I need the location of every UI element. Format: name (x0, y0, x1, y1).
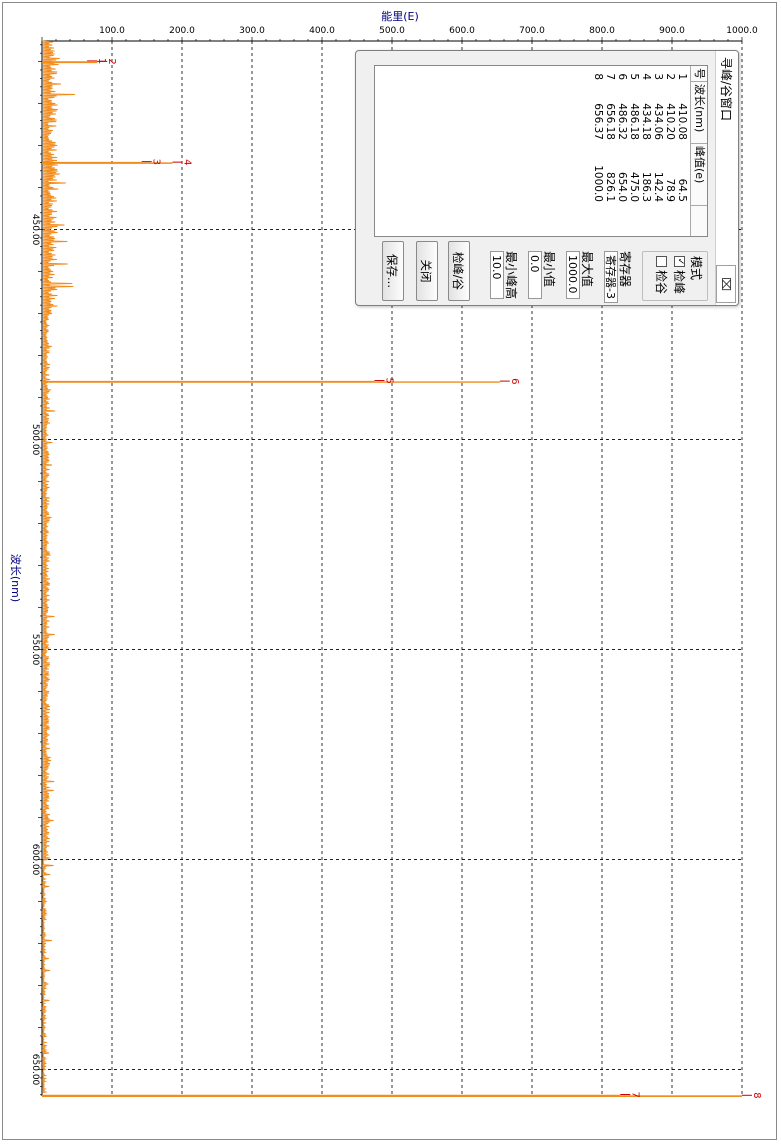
top-tick-label: 900.0 (659, 26, 685, 36)
register-select-value: 寄存器-3 (604, 255, 617, 299)
table-row[interactable]: 1 410.08 64.5 (676, 66, 688, 236)
table-cell: 486.32 (616, 103, 628, 140)
peak-option-label: 检峰 (672, 270, 686, 295)
table-cell: 7 (604, 73, 616, 80)
register-label: 寄存器 (618, 251, 632, 288)
table-cell: 1000.0 (592, 165, 604, 202)
dialog-title: 寻峰/谷窗口 (719, 57, 733, 122)
peak-marker-label: 4 (181, 159, 192, 165)
table-cell: 78.9 (664, 178, 676, 202)
table-cell: 826.1 (604, 171, 616, 202)
table-cell: 6 (616, 73, 628, 80)
table-cell: 410.08 (676, 103, 688, 140)
mode-group: 模式 ✓ 检峰 检谷 (642, 251, 708, 301)
table-row[interactable]: 2 410.20 78.9 (664, 66, 676, 236)
table-cell: 434.18 (640, 103, 652, 140)
table-cell: 486.18 (628, 103, 640, 140)
table-row[interactable]: 6 486.32 654.0 (616, 66, 628, 236)
table-cell: 142.4 (652, 171, 664, 202)
top-tick-label: 100.0 (99, 26, 125, 36)
peak-marker-label: 7 (629, 1091, 640, 1097)
table-row[interactable]: 4 434.18 186.3 (640, 66, 652, 236)
column-header-peak-value[interactable]: 峰值(e) (691, 144, 707, 206)
dialog-title-bar[interactable]: 寻峰/谷窗口 ⌧ (715, 51, 738, 305)
min-label: 最小值 (542, 251, 556, 288)
table-cell: 475.0 (628, 171, 640, 202)
table-cell: 1 (676, 73, 688, 80)
top-tick-label: 200.0 (169, 26, 195, 36)
left-tick-label: 600.00 (30, 844, 40, 876)
close-icon[interactable]: ⌧ (716, 265, 736, 303)
peak-marker-label: 3 (151, 159, 162, 165)
peak-marker-label: 2 (106, 58, 117, 64)
column-header-wavelength[interactable]: 波长(nm) (691, 82, 707, 144)
spectrum-trace (41, 40, 742, 1097)
min-value-input[interactable]: 0.0 (528, 251, 542, 299)
valley-option-label: 检谷 (654, 270, 668, 295)
left-tick-label: 550.00 (30, 634, 40, 666)
top-tick-label: 600.0 (449, 26, 475, 36)
table-cell: 656.37 (592, 103, 604, 140)
table-cell: 654.0 (616, 171, 628, 202)
left-tick-label: 650.00 (30, 1054, 40, 1086)
table-cell: 4 (640, 73, 652, 80)
peak-marker-label: 5 (384, 378, 395, 384)
top-tick-label: 700.0 (519, 26, 545, 36)
table-row[interactable]: 8 656.37 1000.0 (592, 66, 604, 236)
table-cell: 410.20 (664, 103, 676, 140)
table-row[interactable]: 3 434.06 142.4 (652, 66, 664, 236)
left-axis-title: 波长(nm) (9, 554, 22, 602)
min-peak-input[interactable]: 10.0 (490, 251, 504, 299)
max-label: 最大值 (580, 251, 594, 288)
axis-labels: 100.0 200.0 300.0 400.0 500.0 600.0 700.0 800.0… (9, 9, 758, 1086)
peak-list-header: 号 波长(nm) 峰值(e) (690, 66, 707, 236)
table-cell: 3 (652, 73, 664, 80)
peak-list[interactable]: 号 波长(nm) 峰值(e) 1 410.08 64.5 2 410.20 78.9 3 43… (374, 65, 708, 237)
table-cell: 656.18 (604, 103, 616, 140)
top-tick-label: 300.0 (239, 26, 265, 36)
table-cell: 2 (664, 73, 676, 80)
table-cell: 64.5 (676, 178, 688, 202)
top-axis-title: 能里(E) (381, 9, 419, 23)
peak-finder-dialog[interactable]: 寻峰/谷窗口 ⌧ 号 波长(nm) 峰值(e) 1 410.08 64.5 2 410.… (355, 50, 739, 306)
column-header-index[interactable]: 号 (691, 66, 707, 82)
peak-marker-label: 6 (509, 378, 520, 384)
peak-markers: 12345678 (87, 58, 762, 1099)
peak-marker-label: 8 (751, 1092, 762, 1098)
top-tick-label: 500.0 (379, 26, 405, 36)
spectrum-noise-path (41, 40, 76, 1094)
register-select[interactable]: 寄存器-3 (604, 251, 618, 303)
table-row[interactable]: 5 486.18 475.0 (628, 66, 640, 236)
left-tick-label: 500.00 (30, 424, 40, 456)
table-cell: 8 (592, 73, 604, 80)
valley-checkbox[interactable] (656, 256, 667, 267)
close-button[interactable]: 关闭 (416, 241, 438, 301)
top-tick-label: 800.0 (589, 26, 615, 36)
table-cell: 186.3 (640, 171, 652, 202)
save-button[interactable]: 保存... (382, 241, 404, 301)
min-peak-label: 最小峰高 (504, 251, 518, 300)
max-value-input[interactable]: 1000.0 (566, 251, 580, 299)
top-tick-label: 400.0 (309, 26, 335, 36)
peak-checkbox[interactable]: ✓ (674, 256, 685, 267)
table-row[interactable]: 7 656.18 826.1 (604, 66, 616, 236)
top-tick-label: 1000.0 (726, 26, 758, 36)
mode-label: 模式 (689, 256, 703, 281)
detect-button[interactable]: 检峰/谷 (448, 241, 470, 301)
left-tick-label: 450.00 (30, 214, 40, 246)
table-cell: 5 (628, 73, 640, 80)
table-cell: 434.06 (652, 103, 664, 140)
